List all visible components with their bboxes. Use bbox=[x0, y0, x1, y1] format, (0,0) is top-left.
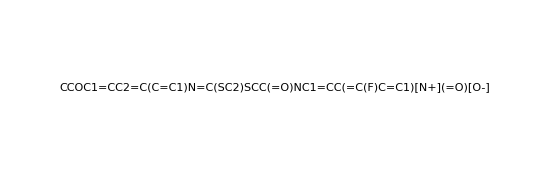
Text: CCOC1=CC2=C(C=C1)N=C(SC2)SCC(=O)NC1=CC(=C(F)C=C1)[N+](=O)[O-]: CCOC1=CC2=C(C=C1)N=C(SC2)SCC(=O)NC1=CC(=… bbox=[59, 82, 490, 93]
